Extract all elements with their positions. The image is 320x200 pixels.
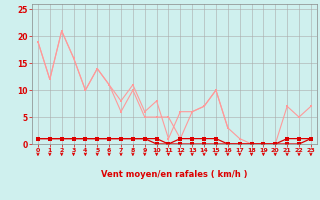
X-axis label: Vent moyen/en rafales ( km/h ): Vent moyen/en rafales ( km/h ) [101, 170, 248, 179]
